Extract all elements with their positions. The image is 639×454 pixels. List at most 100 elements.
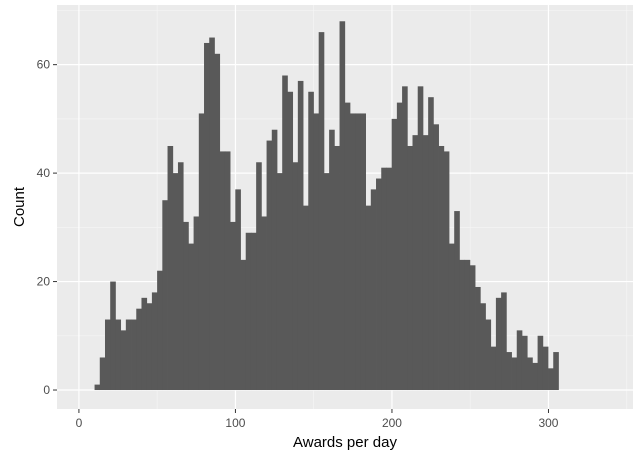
histogram-bar [219,151,226,391]
histogram-bar [120,330,127,391]
histogram-bar [151,292,158,391]
histogram-bar [381,167,387,391]
x-tick-label: 200 [382,416,402,430]
histogram-bar [412,135,419,391]
histogram-bar [172,173,179,391]
histogram-bar [214,53,221,391]
y-tick-label: 60 [37,58,51,72]
histogram-bar [162,200,168,391]
histogram-bar [177,162,184,391]
histogram-bar [235,189,241,391]
histogram-bar [433,124,439,391]
histogram-bar [542,346,549,391]
histogram-bar [532,362,538,391]
histogram-bar [495,297,502,391]
histogram-bar [443,151,450,391]
histogram-bar [245,232,252,391]
histogram-bar [99,357,106,391]
histogram-bar [131,319,137,391]
x-axis-ticks: 0 100 200 300 [76,409,559,430]
x-tick-label: 100 [225,416,245,430]
histogram-bar [308,91,314,391]
histogram-bar [339,21,346,391]
histogram-bar [318,32,325,391]
histogram-bar [438,145,445,391]
histogram-bar [303,205,309,391]
histogram-bar [329,129,335,391]
histogram-bar [188,243,194,391]
y-axis-title: Count [11,186,28,227]
x-tick-label: 0 [76,416,83,430]
histogram-bar [193,216,200,391]
histogram-bar [360,113,366,391]
histogram-bar [448,243,455,391]
histogram-bar [250,232,257,391]
histogram-bar [516,330,523,391]
histogram-bar [256,162,262,391]
y-axis-ticks: 0 20 40 60 [37,58,57,397]
histogram-bar [240,259,247,391]
histogram-bar [511,357,518,391]
histogram-bar [417,86,424,391]
histogram-bar [402,86,408,391]
histogram-bars [94,21,559,391]
y-tick-label: 0 [43,383,50,397]
histogram-bar [276,173,283,391]
histogram-bar [198,113,205,391]
x-tick-label: 300 [538,416,558,430]
histogram-bar [344,102,351,391]
histogram-bar [396,102,403,391]
histogram-bar [323,173,330,391]
histogram-bar [391,118,398,391]
histogram-bar [386,167,393,391]
histogram-bar [224,151,231,391]
histogram-bar [209,37,215,391]
histogram-bar [292,162,299,391]
histogram-bar [136,308,142,391]
histogram-bar [266,140,273,391]
histogram-bar [115,319,122,391]
histogram-bar [230,221,236,391]
histogram-bar [527,357,533,391]
histogram-bar [459,259,466,391]
histogram-bar [261,216,267,391]
histogram-bar [464,259,471,391]
histogram-bar [548,368,554,391]
histogram-bar [167,145,174,391]
histogram-bar [104,319,111,391]
y-tick-label: 40 [37,166,51,180]
histogram-bar [469,265,476,391]
histogram-bar [146,303,153,391]
histogram-bar [506,352,512,391]
histogram-bar [183,221,189,391]
histogram-bar [282,75,288,391]
histogram-bar [407,145,413,391]
histogram-bar [313,113,320,391]
histogram-bar [553,352,559,391]
histogram-bar [287,91,294,391]
histogram-bar [454,211,460,391]
histogram-bar [485,319,492,391]
histogram-bar [422,135,429,391]
histogram-bar [271,129,278,391]
histogram-bar [537,335,544,391]
histogram-bar [365,205,372,391]
histogram-bar [521,335,528,391]
histogram-bar [501,292,507,391]
histogram-bar [376,178,382,391]
histogram-bar [204,42,210,391]
histogram-bar [370,189,377,391]
histogram-bar [490,346,497,391]
histogram-bar [141,297,148,391]
histogram-bar [349,113,356,391]
x-axis-title: Awards per day [293,434,397,451]
histogram-bar [475,286,481,391]
histogram-bar [297,80,304,391]
y-tick-label: 20 [37,275,51,289]
histogram-bar [355,113,361,391]
histogram-bar [157,270,163,391]
histogram-bar [94,384,101,391]
histogram-bar [110,281,116,391]
histogram-bar [428,97,434,391]
